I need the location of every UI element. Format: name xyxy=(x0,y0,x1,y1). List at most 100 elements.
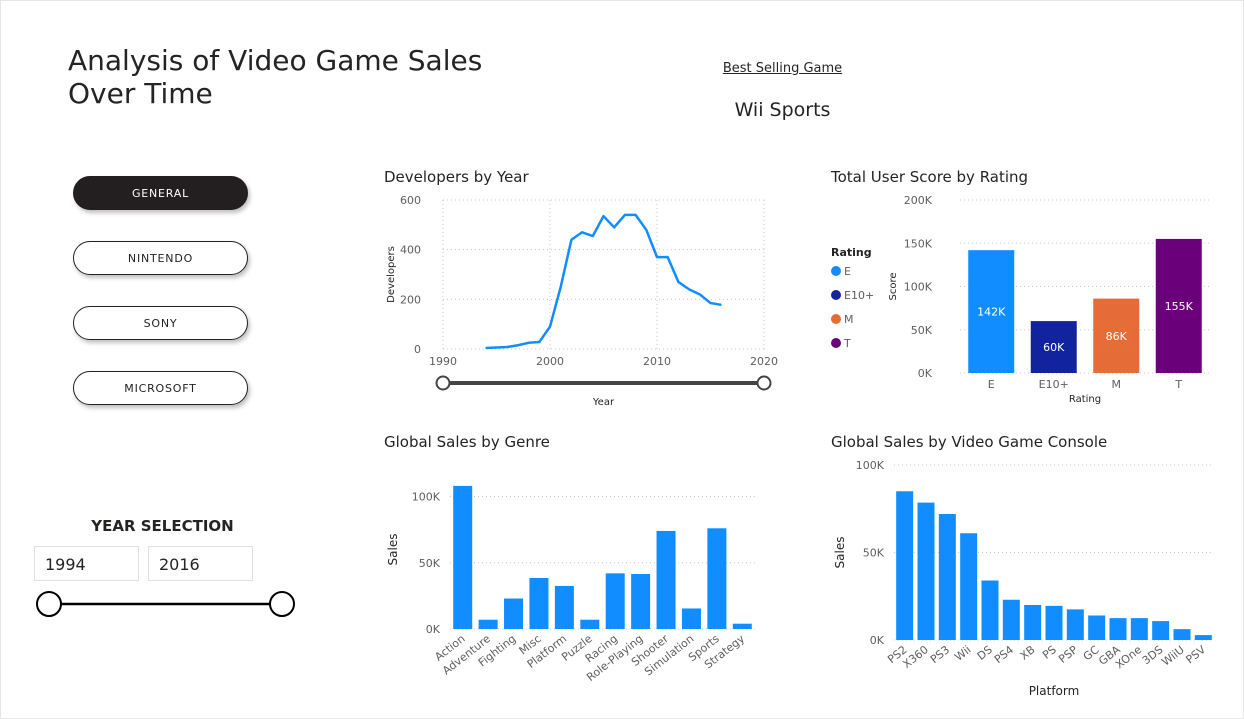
dev-x-tick-label: 2020 xyxy=(750,355,778,368)
console-x-tick-label: X360 xyxy=(900,643,930,671)
nav-button-general[interactable]: GENERAL xyxy=(73,176,248,210)
rating-y-tick-label: 0K xyxy=(918,367,933,380)
console-y-tick-label: 50K xyxy=(863,547,885,560)
dev-data-point xyxy=(602,215,605,217)
dev-y-tick-label: 400 xyxy=(400,244,421,257)
nav-button-sony[interactable]: SONY xyxy=(73,306,248,340)
rating-data-label-bg xyxy=(1161,295,1196,316)
console-x-axis-title: Platform xyxy=(1029,684,1080,698)
dev-series-line xyxy=(485,213,722,350)
rating-x-tick-label: E10+ xyxy=(1039,378,1069,391)
dev-x-tick-label: 2010 xyxy=(643,355,671,368)
genre-bar-adventure xyxy=(478,619,498,629)
year-end-input[interactable]: 2016 xyxy=(148,546,253,581)
genre-bar-strategy xyxy=(732,623,752,629)
console-bar-xb xyxy=(1024,605,1042,640)
genre-bar-fighting xyxy=(504,598,524,629)
console-bar-x360 xyxy=(917,502,935,640)
genre-bar-roleplaying xyxy=(631,574,651,629)
rating-legend-label: T xyxy=(843,337,851,350)
year-slider-end-handle[interactable] xyxy=(269,591,295,617)
rating-chart-title: Total User Score by Rating xyxy=(831,168,1029,186)
dev-y-tick-label: 600 xyxy=(400,194,421,207)
genre-y-tick-label: 50K xyxy=(419,557,441,570)
rating-x-axis-title: Rating xyxy=(1069,394,1101,405)
rating-data-label: 60K xyxy=(1043,341,1065,354)
console-x-tick-label: PS4 xyxy=(992,643,1016,666)
user-score-by-rating-chart[interactable]: 0K 50K 100K 150K 200K 142K E 60K E10+ 86K M 155K T Ra… xyxy=(826,190,1226,412)
dev-year-slider-end-handle xyxy=(756,375,772,391)
year-slider-start-handle[interactable] xyxy=(36,591,62,617)
genre-y-tick-label: 0K xyxy=(426,623,441,636)
developers-chart-title: Developers by Year xyxy=(384,168,529,186)
rating-x-tick-label: E xyxy=(988,378,995,391)
genre-bar-action xyxy=(453,485,473,629)
console-bar-psp xyxy=(1066,609,1084,640)
sales-by-genre-chart[interactable]: 0K50K100KActionAdventureFightingMiscPlat… xyxy=(380,455,780,685)
dev-data-point xyxy=(485,347,487,349)
console-x-tick-label: XB xyxy=(1018,643,1038,663)
rating-data-label-bg xyxy=(1036,337,1071,358)
console-x-tick-label: PSV xyxy=(1184,643,1209,667)
genre-bar-puzzle xyxy=(580,619,600,629)
console-bar-psv xyxy=(1194,635,1212,640)
console-bar-wiiu xyxy=(1173,629,1191,640)
rating-legend-label: E10+ xyxy=(844,289,874,302)
dev-data-point xyxy=(699,293,701,295)
dev-data-point xyxy=(624,214,626,216)
console-x-tick-label: PS xyxy=(1040,643,1059,662)
genre-bar-simulation xyxy=(681,608,701,629)
dev-data-point xyxy=(549,326,551,328)
rating-legend-marker xyxy=(831,314,841,324)
dev-data-point xyxy=(720,304,722,306)
nav-button-nintendo[interactable]: NINTENDO xyxy=(73,241,248,275)
console-x-tick-label: PS3 xyxy=(928,643,952,666)
dev-data-point xyxy=(506,346,508,348)
report-title: Analysis of Video Game Sales Over Time xyxy=(68,44,508,110)
console-bar-3ds xyxy=(1152,621,1170,640)
console-bar-gc xyxy=(1088,615,1106,640)
rating-legend-marker xyxy=(831,290,841,300)
dev-data-point xyxy=(517,344,519,346)
dev-data-point xyxy=(677,281,679,283)
rating-legend-marker xyxy=(831,338,841,348)
year-selection-title: YEAR SELECTION xyxy=(91,517,234,535)
console-x-tick-label: 3DS xyxy=(1140,643,1166,667)
rating-data-label-bg xyxy=(1099,325,1134,346)
console-x-tick-label: PSP xyxy=(1056,643,1080,666)
genre-bar-platform xyxy=(554,585,574,629)
dev-data-point xyxy=(592,235,594,237)
rating-y-tick-label: 150K xyxy=(904,237,933,250)
rating-y-tick-label: 200K xyxy=(904,194,933,207)
developers-by-year-chart[interactable]: 0 200 400 600 1990 2000 2010 2020 Developers Year xyxy=(380,190,790,412)
dev-data-point xyxy=(570,239,572,241)
best-selling-label: Best Selling Game xyxy=(722,61,843,76)
rating-y-tick-label: 100K xyxy=(904,281,933,294)
rating-data-label-bg xyxy=(974,301,1009,322)
genre-bar-shooter xyxy=(656,530,676,629)
dev-year-slider-start-handle xyxy=(435,375,451,391)
console-bar-ps2 xyxy=(896,491,914,640)
genre-y-tick-label: 100K xyxy=(412,491,441,504)
rating-y-tick-label: 50K xyxy=(911,324,933,337)
rating-legend-marker xyxy=(831,266,841,276)
dev-data-point xyxy=(656,256,658,258)
nav-button-microsoft[interactable]: MICROSOFT xyxy=(73,371,248,405)
dev-data-point xyxy=(560,286,562,288)
dev-data-point xyxy=(538,341,540,343)
best-selling-value: Wii Sports xyxy=(734,99,831,121)
rating-data-label: 142K xyxy=(977,306,1006,319)
year-range-slider[interactable] xyxy=(30,588,310,622)
dev-x-tick-label: 2000 xyxy=(536,355,564,368)
console-x-tick-label: Wii xyxy=(952,643,973,664)
dev-data-point xyxy=(613,226,615,228)
dev-data-point xyxy=(688,288,690,290)
genre-bar-misc xyxy=(529,577,549,629)
genre-bar-sports xyxy=(707,528,727,629)
rating-y-axis-title: Score xyxy=(888,272,899,300)
console-bar-ps xyxy=(1045,605,1063,640)
genre-y-axis-title: Sales xyxy=(386,534,400,566)
console-bar-ds xyxy=(981,580,999,640)
year-start-input[interactable]: 1994 xyxy=(34,546,139,581)
